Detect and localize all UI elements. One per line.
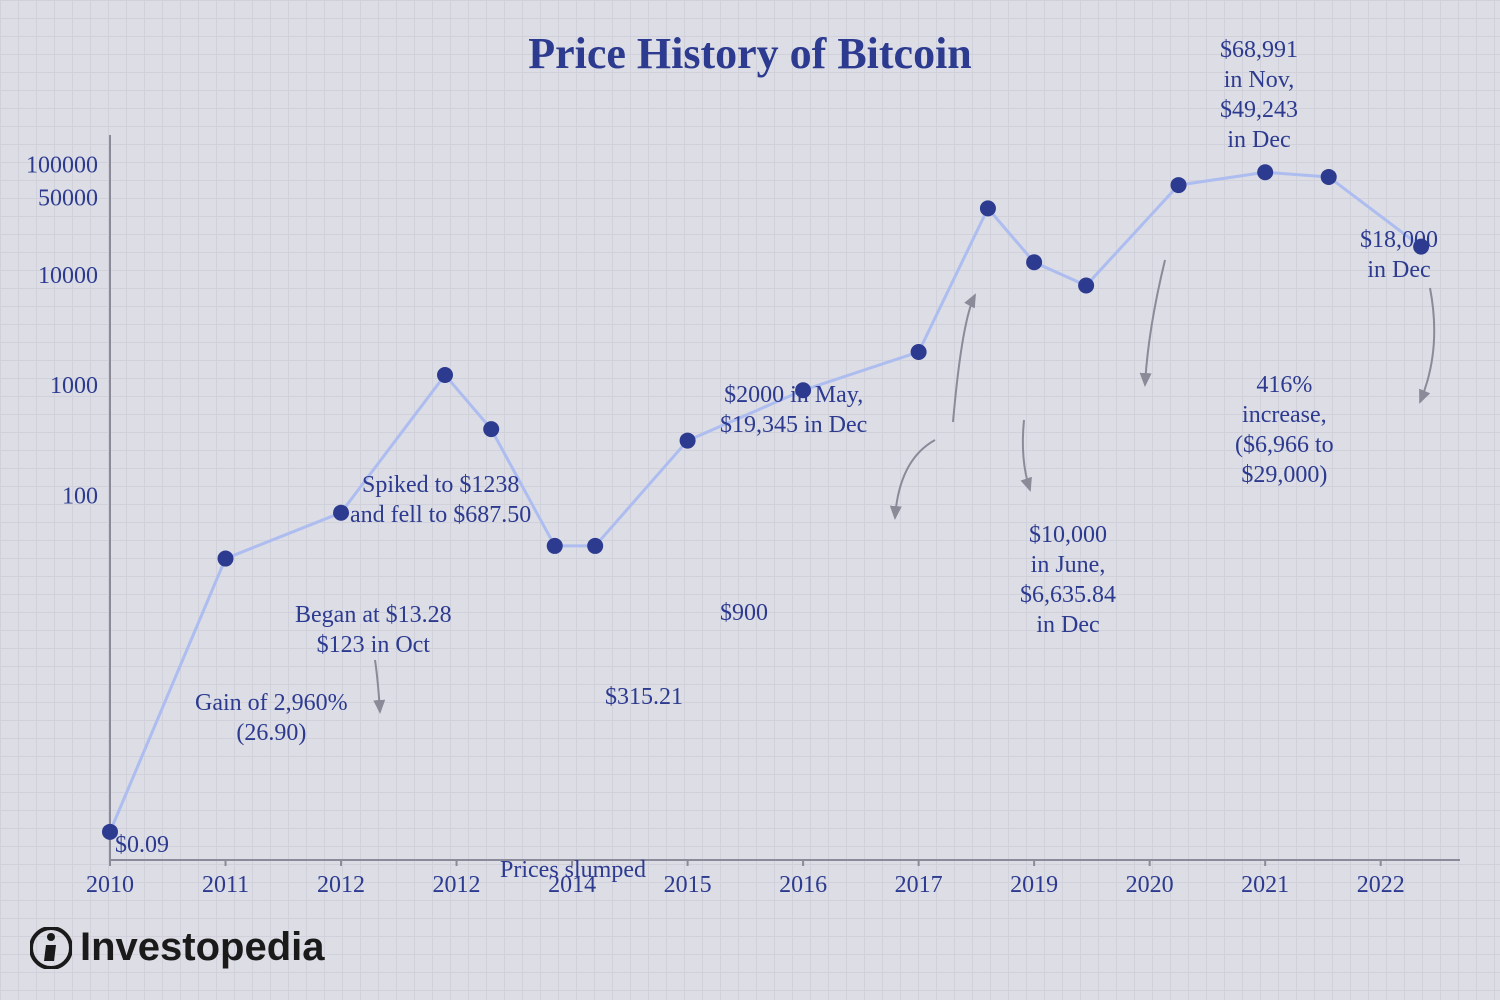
annotation-a1: Gain of 2,960% (26.90) <box>195 688 348 748</box>
brand-logo: Investopedia <box>30 925 325 970</box>
y-tick-label: 10000 <box>38 263 98 289</box>
annotation-a10: $68,991 in Nov, $49,243 in Dec <box>1220 35 1298 155</box>
x-tick-label: 2020 <box>1126 872 1174 898</box>
annotation-a2: Began at $13.28 $123 in Oct <box>295 600 452 660</box>
annotation-arrow <box>1145 260 1165 385</box>
y-tick-label: 100000 <box>26 152 98 178</box>
data-point <box>1321 169 1337 185</box>
x-tick-label: 2019 <box>1010 872 1058 898</box>
x-tick-label: 2015 <box>664 872 712 898</box>
annotation-arrow <box>375 660 380 712</box>
data-point <box>1026 254 1042 270</box>
annotation-a8: $10,000 in June, $6,635.84 in Dec <box>1020 520 1116 640</box>
data-point <box>1078 278 1094 294</box>
data-point <box>437 367 453 383</box>
data-point <box>1257 164 1273 180</box>
data-point <box>333 505 349 521</box>
annotation-a7: $2000 in May, $19,345 in Dec <box>720 380 867 440</box>
annotation-a4: Prices slumped <box>500 855 646 885</box>
price-chart: 10010001000050000100000 2010201120122012… <box>80 120 1470 880</box>
annotation-arrow <box>1023 420 1030 490</box>
x-tick-label: 2010 <box>86 872 134 898</box>
data-point <box>547 538 563 554</box>
x-tick-label: 2022 <box>1357 872 1405 898</box>
annotation-a0: $0.09 <box>115 830 169 860</box>
annotation-a9: 416% increase, ($6,966 to $29,000) <box>1235 370 1334 490</box>
data-point <box>980 200 996 216</box>
x-tick-label: 2012 <box>433 872 481 898</box>
x-tick-label: 2021 <box>1241 872 1289 898</box>
x-tick-label: 2017 <box>895 872 943 898</box>
data-point <box>483 421 499 437</box>
x-tick-label: 2011 <box>202 872 249 898</box>
investopedia-icon <box>30 927 72 969</box>
annotation-arrow <box>895 440 935 518</box>
x-tick-label: 2016 <box>779 872 827 898</box>
brand-name: Investopedia <box>80 925 325 970</box>
data-point <box>1171 177 1187 193</box>
y-tick-label: 1000 <box>50 373 98 399</box>
data-point <box>587 538 603 554</box>
data-point <box>680 433 696 449</box>
annotation-a3: Spiked to $1238 and fell to $687.50 <box>350 470 531 530</box>
data-point <box>218 551 234 567</box>
annotation-a6: $900 <box>720 598 768 628</box>
annotation-a11: $18,000 in Dec <box>1360 225 1438 285</box>
data-point <box>911 344 927 360</box>
y-tick-label: 50000 <box>38 186 98 212</box>
x-tick-label: 2012 <box>317 872 365 898</box>
y-tick-label: 100 <box>62 484 98 510</box>
annotation-arrow <box>953 295 975 422</box>
annotation-arrow <box>1420 288 1434 402</box>
annotation-a5: $315.21 <box>605 682 683 712</box>
